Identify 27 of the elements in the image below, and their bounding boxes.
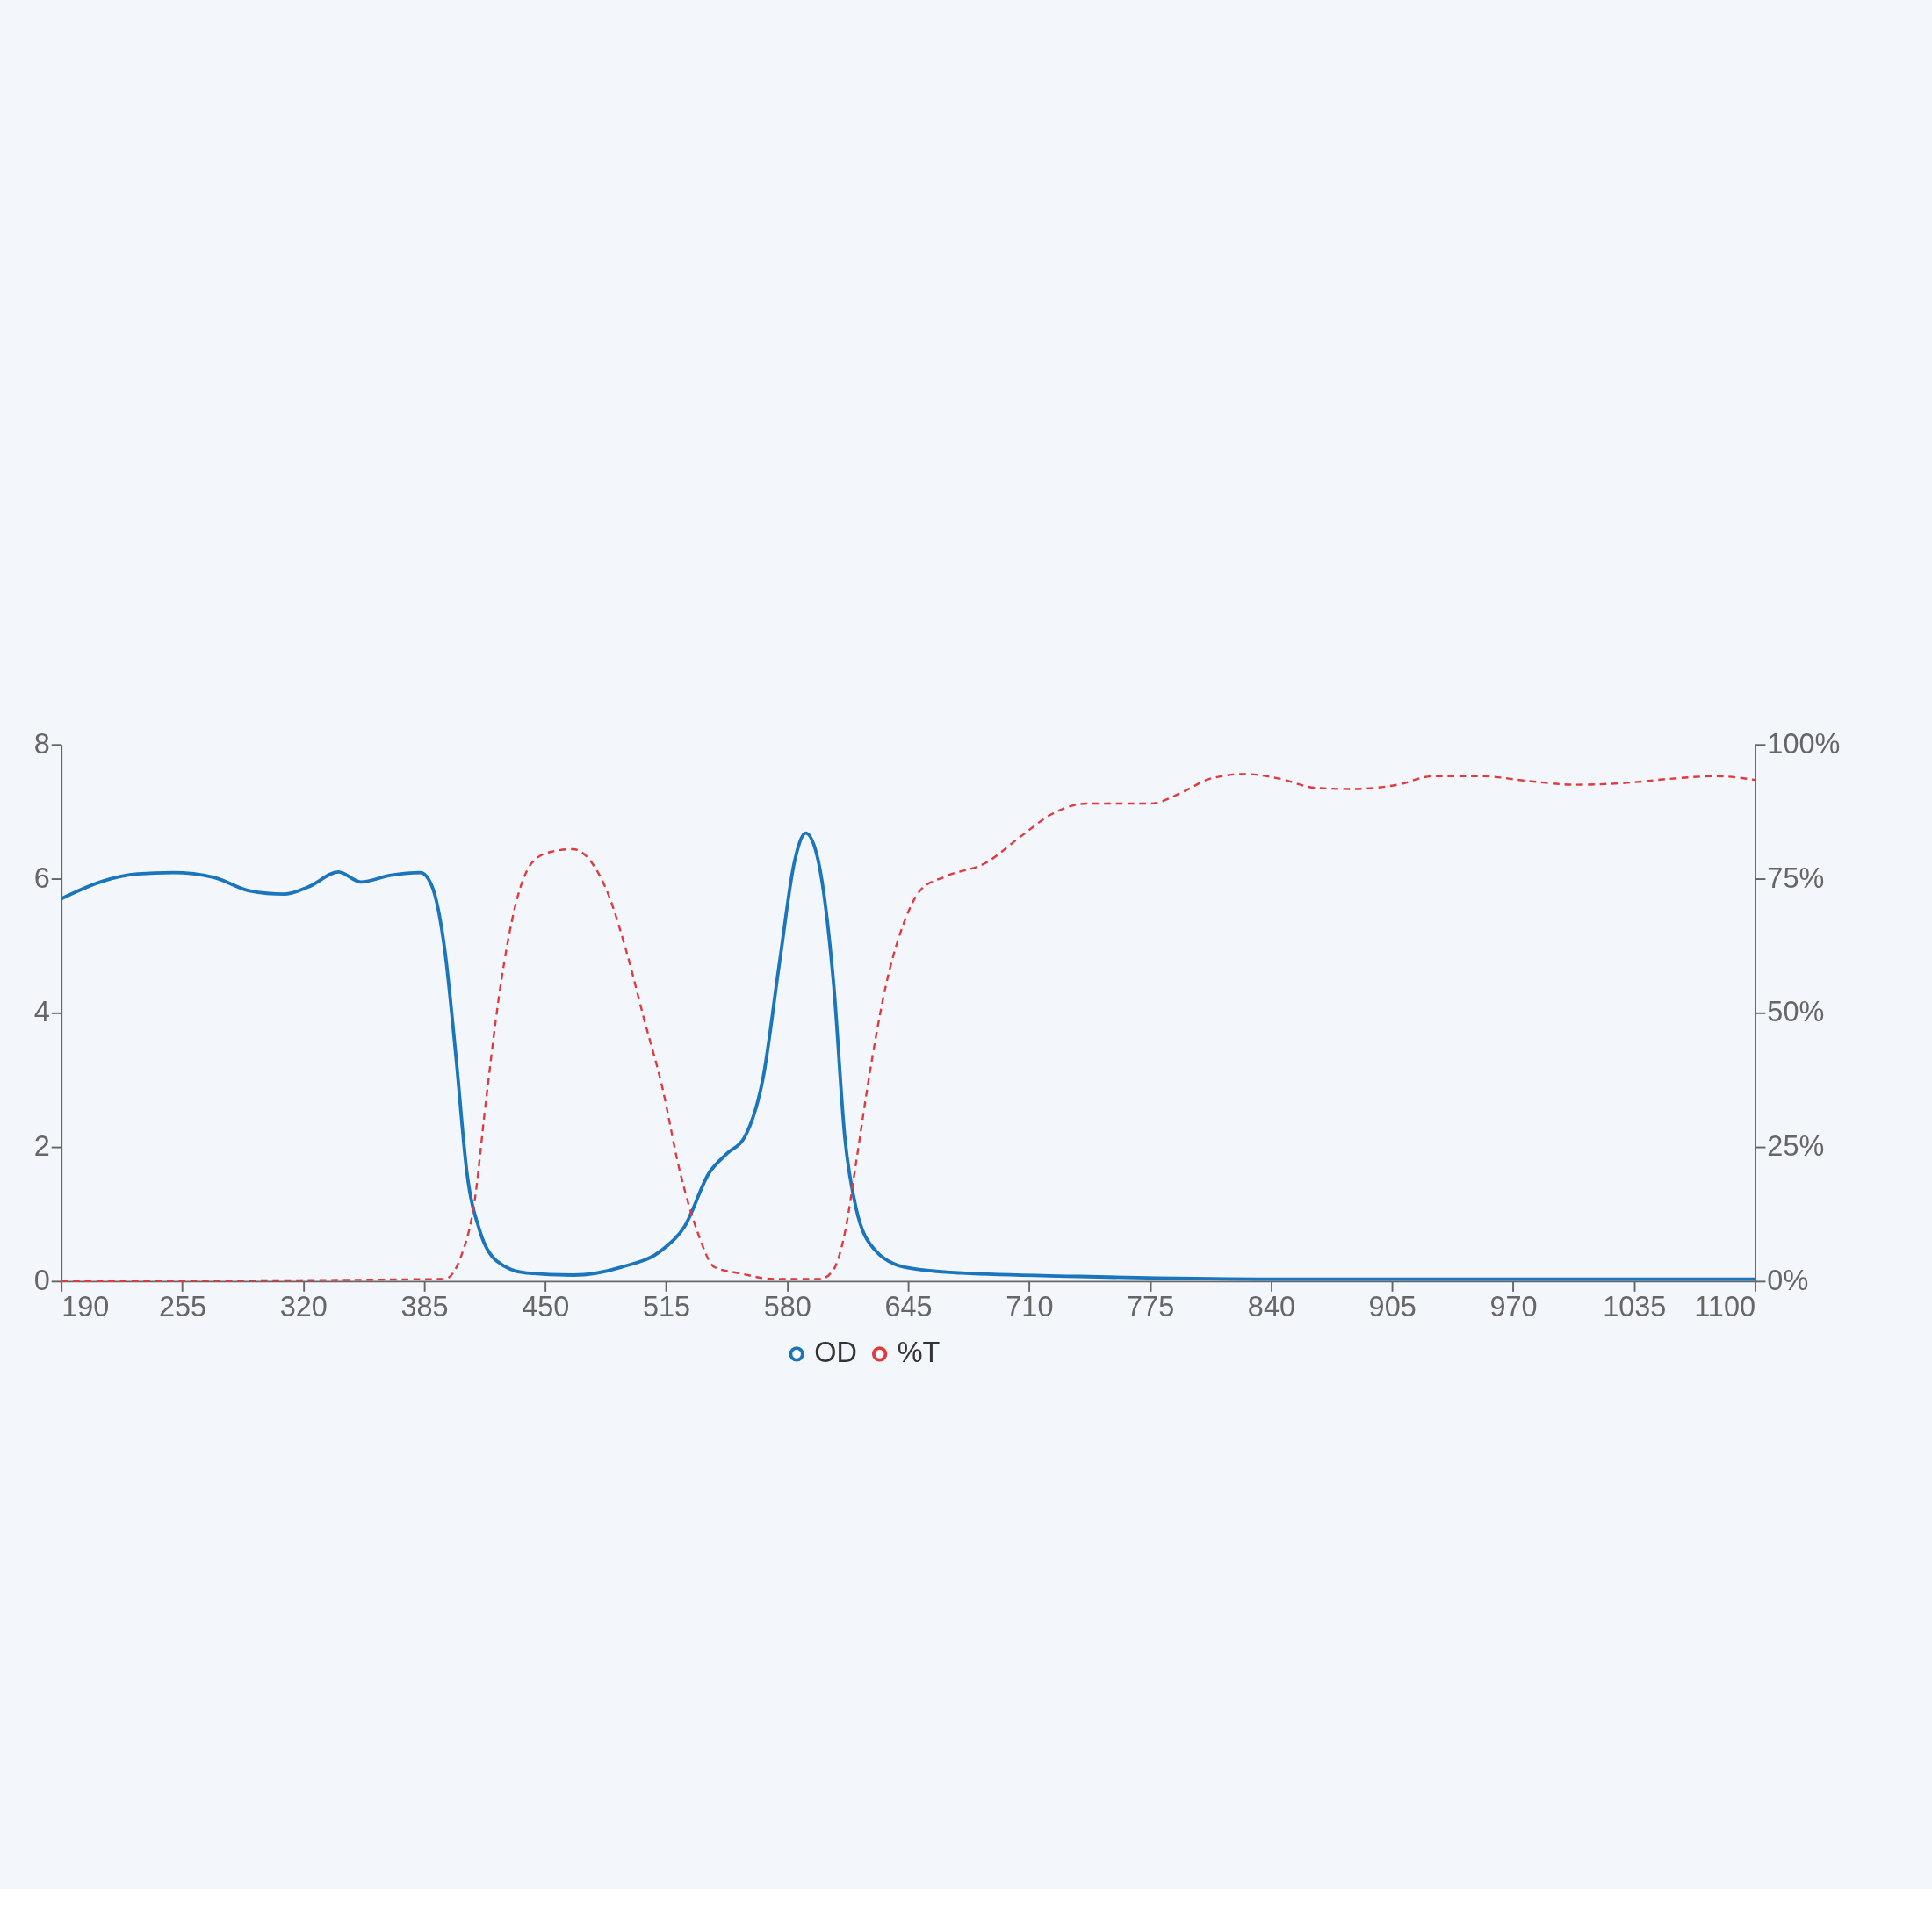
y2-tick-label: 50%	[1767, 996, 1825, 1028]
x-tick-label: 450	[522, 1290, 570, 1323]
x-tick-label: 970	[1489, 1290, 1538, 1323]
y2-tick-label: 100%	[1767, 727, 1841, 760]
x-tick-label: 905	[1368, 1290, 1417, 1323]
y-tick-label: 0	[33, 1264, 50, 1296]
x-tick-label: 190	[61, 1290, 110, 1323]
y-tick-label: 4	[33, 996, 50, 1028]
y2-tick-label: 25%	[1767, 1130, 1825, 1163]
legend-label: OD	[814, 1337, 857, 1369]
x-tick-label: 840	[1247, 1290, 1295, 1323]
x-tick-label: 710	[1006, 1290, 1054, 1323]
y-tick-label: 8	[33, 727, 50, 760]
legend-label: %T	[897, 1337, 941, 1369]
y2-tick-label: 75%	[1767, 861, 1825, 894]
x-tick-label: 645	[884, 1290, 933, 1323]
y2-tick-label: 0%	[1767, 1264, 1809, 1296]
y-tick-label: 6	[33, 861, 50, 894]
x-tick-label: 515	[642, 1290, 691, 1323]
x-tick-label: 385	[400, 1290, 449, 1323]
x-tick-label: 775	[1127, 1290, 1175, 1323]
x-tick-label: 1035	[1603, 1290, 1667, 1323]
y-tick-label: 2	[33, 1130, 50, 1163]
x-tick-label: 320	[279, 1290, 328, 1323]
x-tick-label: 1100	[1694, 1290, 1755, 1323]
x-tick-label: 255	[158, 1290, 207, 1323]
x-tick-label: 580	[763, 1290, 811, 1323]
